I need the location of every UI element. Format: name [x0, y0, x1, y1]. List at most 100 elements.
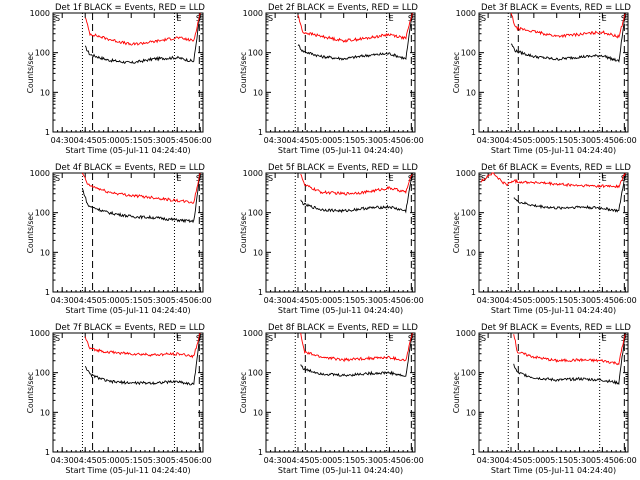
- y-tick-label: 10: [466, 408, 476, 417]
- marker-e: E: [389, 334, 394, 343]
- x-tick-label: 04:30: [51, 296, 74, 305]
- panel-det-6: Det 6f BLACK = Events, RED = LLD 1 10 100 10…: [452, 163, 637, 315]
- marker-e: E: [176, 334, 181, 343]
- panel-det-8: Det 8f BLACK = Events, RED = LLD 1 10 100 10…: [239, 323, 424, 475]
- marker-s-right: S: [408, 14, 413, 23]
- x-axis-label: Start Time (05-Jul-11 04:24:40): [278, 466, 403, 475]
- x-tick-label: 06:00: [189, 296, 212, 305]
- x-tick-label: 05:15: [332, 296, 355, 305]
- plot-frame: [478, 332, 629, 453]
- y-tick-label: 1000: [456, 169, 476, 178]
- y-tick-label: 10: [253, 248, 263, 257]
- y-tick-label: 1000: [456, 329, 476, 338]
- y-tick-label: 1: [471, 288, 476, 297]
- panel-title: Det 2f BLACK = Events, RED = LLD: [268, 3, 418, 13]
- plot-frame: [265, 12, 416, 133]
- series-line-lld: [300, 332, 413, 363]
- y-tick-label: 1: [258, 448, 263, 457]
- y-axis-label: Counts/sec: [26, 372, 35, 413]
- series-line-events: [513, 172, 626, 213]
- x-tick-label: 05:45: [591, 136, 614, 145]
- x-tick-label: 05:15: [120, 136, 143, 145]
- x-tick-label: 04:45: [74, 296, 97, 305]
- y-tick-label: 1: [258, 128, 263, 137]
- series-line-lld: [513, 334, 626, 366]
- y-tick-label: 100: [248, 369, 263, 378]
- x-tick-label: 05:30: [568, 456, 591, 465]
- x-tick-label: 05:15: [120, 456, 143, 465]
- y-axis-label: Counts/sec: [452, 372, 461, 413]
- y-tick-label: 100: [461, 209, 476, 218]
- marker-e: E: [602, 334, 607, 343]
- marker-s-left: S: [55, 14, 60, 23]
- marker-e: E: [176, 174, 181, 183]
- series-line-lld: [300, 173, 413, 196]
- marker-s-left: S: [268, 14, 273, 23]
- x-tick-label: 05:30: [143, 136, 166, 145]
- panel-title: Det 6f BLACK = Events, RED = LLD: [481, 163, 631, 173]
- y-tick-label: 100: [35, 209, 50, 218]
- x-tick-label: 04:45: [499, 136, 522, 145]
- y-tick-label: 1000: [30, 329, 50, 338]
- series-line-lld: [81, 172, 201, 204]
- series-line-events: [513, 333, 626, 386]
- y-tick-label: 10: [253, 88, 263, 97]
- series-line-lld: [84, 332, 201, 359]
- x-tick-label: 05:15: [545, 136, 568, 145]
- x-axis-label: Start Time (05-Jul-11 04:24:40): [491, 466, 616, 475]
- x-axis-label: Start Time (05-Jul-11 04:24:40): [278, 146, 403, 155]
- x-tick-label: 04:30: [51, 456, 74, 465]
- y-tick-label: 100: [35, 369, 50, 378]
- panel-det-4: Det 4f BLACK = Events, RED = LLD 1 10 100 10…: [26, 163, 212, 315]
- x-tick-label: 05:15: [545, 296, 568, 305]
- panel-det-2: Det 2f BLACK = Events, RED = LLD 1 10 100 10…: [239, 3, 424, 155]
- x-tick-label: 05:30: [143, 296, 166, 305]
- x-tick-label: 05:00: [309, 296, 332, 305]
- panel-det-1: Det 1f BLACK = Events, RED = LLD 1 10 100 10…: [26, 3, 212, 155]
- x-tick-label: 06:00: [189, 136, 212, 145]
- marker-s-right: S: [621, 14, 626, 23]
- y-tick-label: 1: [258, 288, 263, 297]
- series-line-events: [81, 172, 201, 224]
- marker-e: E: [389, 174, 394, 183]
- x-tick-label: 05:30: [355, 456, 378, 465]
- x-tick-label: 05:15: [332, 456, 355, 465]
- x-tick-label: 05:45: [378, 456, 401, 465]
- marker-s-left: S: [481, 174, 486, 183]
- x-tick-label: 05:30: [568, 136, 591, 145]
- plot-frame: [265, 332, 416, 453]
- x-tick-label: 05:45: [378, 136, 401, 145]
- x-tick-label: 06:00: [401, 456, 424, 465]
- x-tick-label: 05:45: [591, 456, 614, 465]
- x-axis-label: Start Time (05-Jul-11 04:24:40): [65, 146, 190, 155]
- x-tick-label: 05:15: [332, 136, 355, 145]
- y-axis-label: Counts/sec: [452, 52, 461, 93]
- series-line-events: [510, 13, 626, 63]
- x-tick-label: 04:45: [74, 456, 97, 465]
- x-tick-label: 04:45: [286, 136, 309, 145]
- x-tick-label: 05:00: [309, 456, 332, 465]
- marker-s-left: S: [268, 334, 273, 343]
- plot-frame: [52, 172, 204, 293]
- x-tick-label: 05:45: [591, 296, 614, 305]
- y-tick-label: 10: [466, 88, 476, 97]
- y-tick-label: 100: [461, 49, 476, 58]
- x-tick-label: 04:30: [477, 456, 500, 465]
- x-tick-label: 05:45: [166, 296, 189, 305]
- x-tick-label: 05:00: [522, 296, 545, 305]
- x-axis-label: Start Time (05-Jul-11 04:24:40): [65, 466, 190, 475]
- x-tick-label: 05:00: [97, 456, 120, 465]
- y-tick-label: 10: [40, 88, 50, 97]
- series-line-lld: [480, 172, 626, 189]
- x-tick-label: 05:00: [97, 296, 120, 305]
- y-tick-label: 100: [461, 369, 476, 378]
- marker-s-right: S: [196, 14, 201, 23]
- y-tick-label: 100: [248, 49, 263, 58]
- x-tick-label: 05:45: [166, 456, 189, 465]
- x-axis-label: Start Time (05-Jul-11 04:24:40): [65, 306, 190, 315]
- x-tick-label: 04:45: [499, 296, 522, 305]
- panel-title: Det 4f BLACK = Events, RED = LLD: [55, 163, 205, 173]
- panel-title: Det 9f BLACK = Events, RED = LLD: [481, 323, 631, 333]
- plot-frame: [265, 172, 416, 293]
